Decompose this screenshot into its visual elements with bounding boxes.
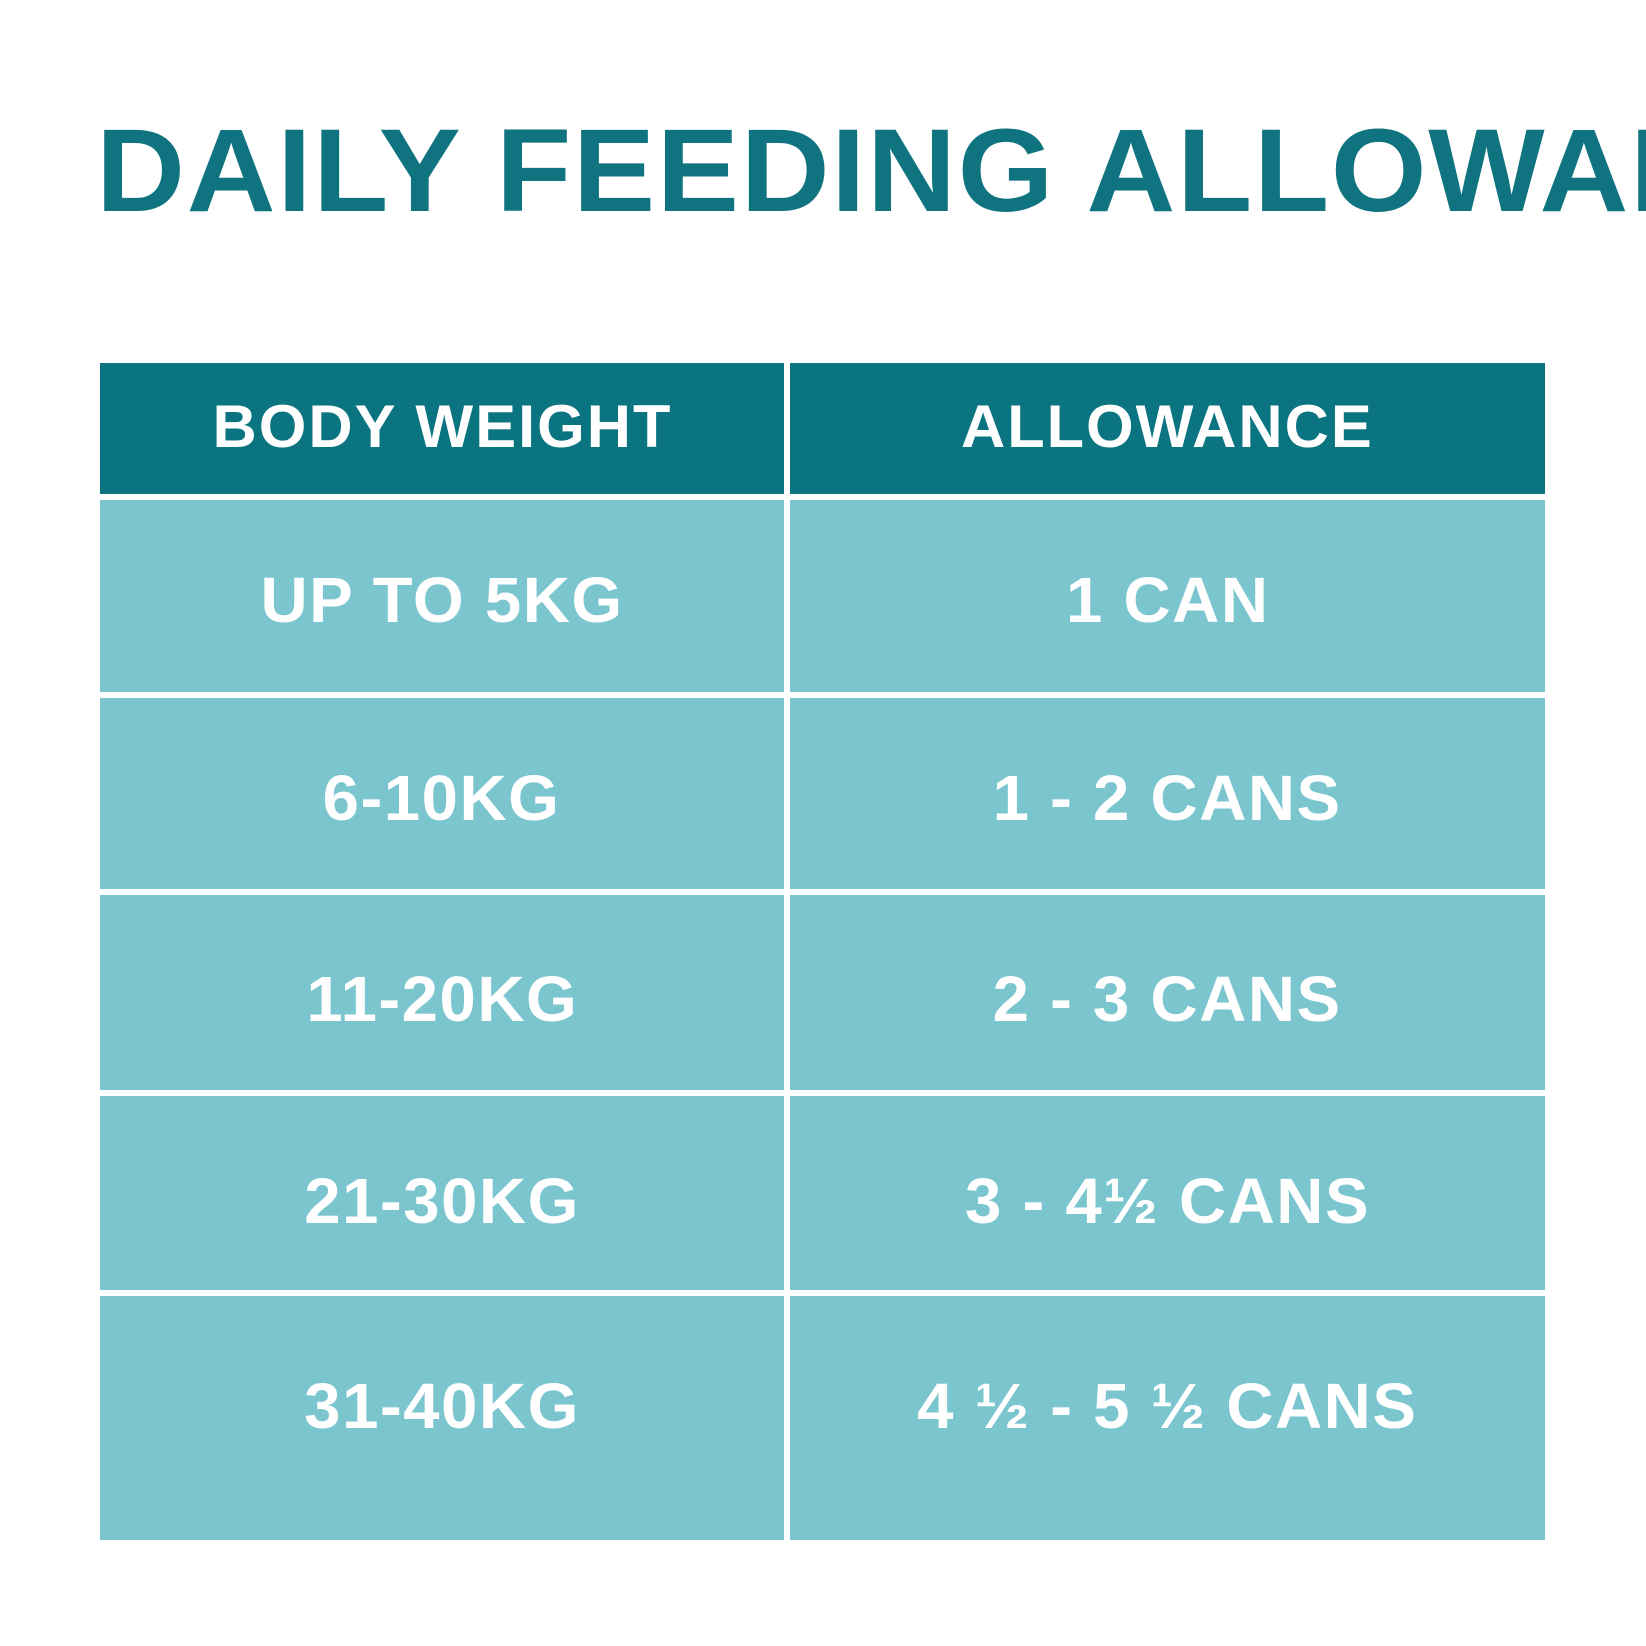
cell-body-weight-value: 6-10KG [323, 762, 561, 835]
cell-body-weight: 6-10KG [100, 697, 784, 890]
table-row: 11-20KG 2 - 3 CANS [100, 895, 1545, 1091]
column-header-body-weight: BODY WEIGHT [100, 363, 784, 495]
row-divider [100, 889, 1545, 896]
cell-body-weight: 21-30KG [100, 1096, 784, 1290]
cell-body-weight-value: UP TO 5KG [260, 563, 624, 636]
feeding-allowance-table: BODY WEIGHT ALLOWANCE UP TO 5KG 1 CAN 6-… [100, 363, 1545, 1540]
cell-body-weight: 11-20KG [100, 895, 784, 1091]
cell-allowance-value: 3 - 4½ CANS [964, 1164, 1371, 1237]
column-header-allowance-label: ALLOWANCE [961, 392, 1374, 460]
cell-allowance: 1 CAN [790, 500, 1545, 692]
column-divider [784, 363, 790, 495]
column-divider [784, 1096, 790, 1290]
column-divider [784, 1295, 790, 1540]
table-row: 21-30KG 3 - 4½ CANS [100, 1096, 1545, 1290]
column-divider [784, 895, 790, 1091]
cell-allowance-value: 4 ½ - 5 ½ CANS [917, 1369, 1418, 1442]
row-divider [100, 691, 1545, 698]
cell-body-weight: UP TO 5KG [100, 500, 784, 692]
table-row: 31-40KG 4 ½ - 5 ½ CANS [100, 1295, 1545, 1540]
cell-body-weight-value: 11-20KG [306, 963, 578, 1036]
row-divider [100, 494, 1545, 501]
cell-allowance: 4 ½ - 5 ½ CANS [790, 1295, 1545, 1540]
cell-body-weight-value: 21-30KG [304, 1164, 580, 1237]
cell-allowance-value: 1 CAN [1065, 563, 1270, 636]
page-title: DAILY FEEDING ALLOWANCE [96, 105, 1646, 237]
table-header-row: BODY WEIGHT ALLOWANCE [100, 363, 1545, 495]
column-header-body-weight-label: BODY WEIGHT [212, 392, 672, 460]
cell-allowance-value: 1 - 2 CANS [992, 762, 1343, 835]
cell-body-weight: 31-40KG [100, 1295, 784, 1540]
cell-allowance-value: 2 - 3 CANS [992, 963, 1343, 1036]
cell-allowance: 1 - 2 CANS [790, 697, 1545, 890]
cell-body-weight-value: 31-40KG [304, 1369, 580, 1442]
row-divider [100, 1090, 1545, 1096]
row-divider [100, 1289, 1545, 1296]
column-header-allowance: ALLOWANCE [790, 363, 1545, 495]
column-divider [784, 697, 790, 890]
cell-allowance: 2 - 3 CANS [790, 895, 1545, 1091]
column-divider [784, 500, 790, 692]
table-row: 6-10KG 1 - 2 CANS [100, 697, 1545, 890]
cell-allowance: 3 - 4½ CANS [790, 1096, 1545, 1290]
table-row: UP TO 5KG 1 CAN [100, 500, 1545, 692]
